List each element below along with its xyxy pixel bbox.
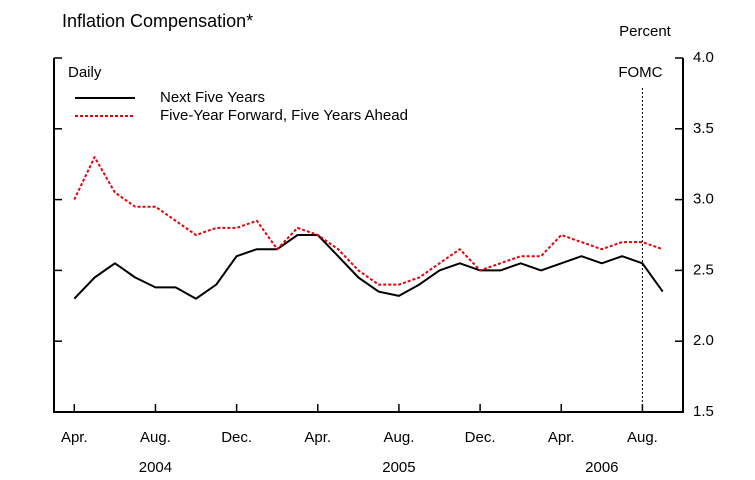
year-label: 2005: [382, 459, 415, 476]
x-tick-label: Aug.: [627, 429, 658, 446]
year-label: 2004: [139, 459, 172, 476]
legend-label: Five-Year Forward, Five Years Ahead: [160, 107, 408, 124]
frequency-label: Daily: [68, 64, 102, 81]
x-tick-label: Apr.: [548, 429, 575, 446]
y-unit-label: Percent: [619, 23, 672, 40]
legend-label: Next Five Years: [160, 89, 265, 106]
y-tick-label: 1.5: [693, 403, 714, 420]
x-tick-label: Apr.: [304, 429, 331, 446]
year-label: 2006: [585, 459, 618, 476]
y-tick-label: 3.0: [693, 191, 714, 208]
x-tick-label: Aug.: [384, 429, 415, 446]
annotation-label: FOMC: [618, 64, 662, 81]
y-tick-label: 3.5: [693, 120, 714, 137]
series-line: [73, 234, 664, 300]
y-tick-label: 2.5: [693, 261, 714, 278]
chart-title: Inflation Compensation*: [62, 11, 253, 31]
y-tick-label: 2.0: [693, 332, 714, 349]
x-tick-label: Dec.: [221, 429, 252, 446]
y-tick-label: 4.0: [693, 49, 714, 66]
axis-frame: [53, 58, 684, 413]
series-line: [73, 156, 664, 286]
x-tick-label: Dec.: [465, 429, 496, 446]
x-tick-label: Apr.: [61, 429, 88, 446]
x-tick-label: Aug.: [140, 429, 171, 446]
